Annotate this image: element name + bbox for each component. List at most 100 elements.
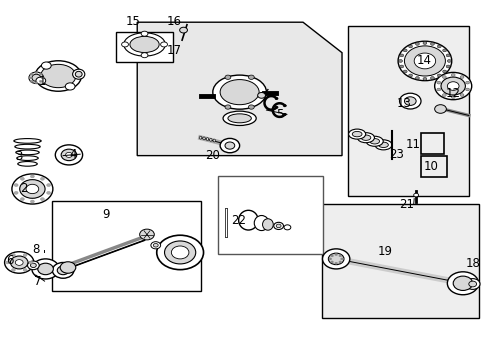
Circle shape — [39, 80, 42, 82]
Ellipse shape — [262, 219, 273, 230]
Ellipse shape — [360, 135, 370, 140]
Text: 15: 15 — [125, 15, 141, 28]
Circle shape — [248, 75, 254, 80]
Circle shape — [399, 93, 420, 109]
Circle shape — [465, 81, 468, 84]
Circle shape — [57, 266, 69, 275]
Bar — [52, 201, 200, 291]
Circle shape — [30, 200, 34, 203]
Circle shape — [434, 105, 446, 113]
Text: 10: 10 — [423, 160, 437, 173]
Circle shape — [399, 54, 403, 57]
Ellipse shape — [130, 36, 159, 53]
Ellipse shape — [73, 69, 84, 79]
Circle shape — [23, 269, 27, 271]
Circle shape — [35, 82, 38, 84]
Text: 14: 14 — [416, 54, 430, 67]
Circle shape — [338, 261, 341, 263]
Circle shape — [415, 77, 419, 80]
Circle shape — [403, 70, 407, 73]
Circle shape — [398, 59, 402, 62]
Text: 11: 11 — [405, 138, 419, 151]
Circle shape — [29, 261, 33, 264]
Bar — [347, 26, 468, 196]
Circle shape — [276, 224, 281, 228]
Circle shape — [442, 94, 446, 96]
Circle shape — [20, 180, 45, 198]
Circle shape — [141, 53, 148, 58]
Circle shape — [15, 260, 23, 265]
Ellipse shape — [213, 139, 215, 142]
Circle shape — [11, 253, 15, 256]
Circle shape — [164, 241, 195, 264]
Ellipse shape — [41, 64, 76, 87]
Circle shape — [338, 255, 341, 257]
Circle shape — [436, 45, 440, 48]
Circle shape — [459, 76, 463, 78]
Ellipse shape — [378, 142, 387, 148]
Ellipse shape — [374, 140, 391, 150]
Ellipse shape — [351, 131, 361, 137]
Ellipse shape — [366, 136, 383, 146]
Bar — [116, 32, 172, 62]
Bar — [321, 204, 478, 318]
Ellipse shape — [238, 210, 258, 230]
Text: 5: 5 — [275, 108, 283, 121]
Circle shape — [330, 261, 333, 263]
Circle shape — [12, 174, 53, 204]
Circle shape — [447, 272, 478, 295]
Circle shape — [30, 73, 33, 75]
Circle shape — [141, 31, 148, 36]
Circle shape — [284, 225, 290, 230]
Ellipse shape — [16, 150, 39, 155]
Text: 13: 13 — [396, 98, 411, 111]
Circle shape — [5, 261, 9, 264]
Ellipse shape — [17, 156, 38, 161]
Circle shape — [14, 184, 18, 186]
Circle shape — [408, 74, 412, 77]
Circle shape — [273, 222, 283, 229]
Text: 16: 16 — [166, 15, 181, 28]
Circle shape — [30, 175, 34, 178]
Circle shape — [442, 76, 446, 78]
Circle shape — [328, 258, 331, 260]
Circle shape — [46, 184, 50, 186]
Circle shape — [14, 192, 18, 194]
Circle shape — [224, 105, 230, 109]
Circle shape — [450, 73, 454, 76]
Circle shape — [151, 242, 160, 249]
Circle shape — [153, 243, 158, 247]
Circle shape — [11, 269, 15, 271]
Text: 19: 19 — [377, 244, 392, 257]
Circle shape — [61, 149, 77, 161]
Text: 21: 21 — [398, 198, 413, 211]
Ellipse shape — [18, 162, 37, 166]
Circle shape — [283, 113, 285, 116]
Ellipse shape — [348, 129, 365, 139]
Circle shape — [30, 263, 36, 267]
Circle shape — [445, 65, 449, 68]
Circle shape — [413, 53, 435, 69]
Circle shape — [415, 42, 419, 45]
Circle shape — [60, 262, 76, 273]
Circle shape — [330, 255, 333, 257]
Circle shape — [436, 74, 440, 77]
Circle shape — [122, 42, 128, 47]
Circle shape — [447, 59, 450, 62]
Circle shape — [413, 193, 418, 197]
Ellipse shape — [357, 133, 374, 143]
Circle shape — [459, 94, 463, 96]
Ellipse shape — [15, 144, 40, 149]
Circle shape — [248, 105, 254, 109]
Circle shape — [32, 259, 59, 279]
Circle shape — [447, 82, 458, 90]
Text: 9: 9 — [102, 208, 109, 221]
Circle shape — [140, 229, 154, 240]
Circle shape — [436, 81, 440, 84]
Circle shape — [38, 263, 53, 275]
Circle shape — [334, 262, 337, 264]
Text: 2: 2 — [20, 183, 28, 195]
Ellipse shape — [29, 72, 43, 84]
Circle shape — [403, 49, 407, 52]
Ellipse shape — [227, 114, 251, 123]
